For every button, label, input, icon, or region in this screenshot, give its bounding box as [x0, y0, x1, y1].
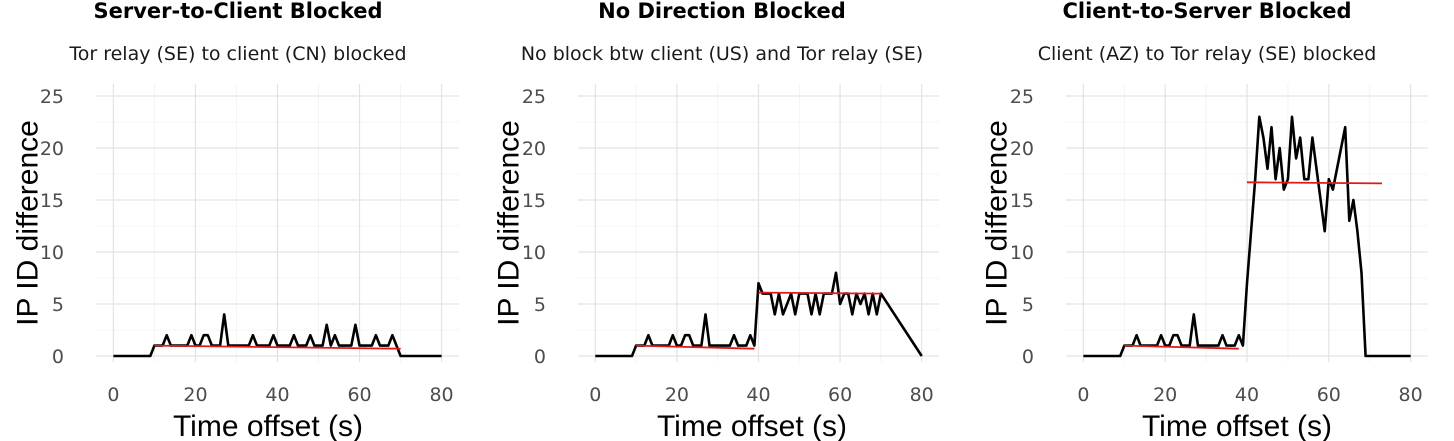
y-tick-label: 5: [1022, 294, 1034, 316]
panel-title: Server-to-Client Blocked: [93, 0, 382, 23]
mean-line: [1246, 181, 1383, 185]
x-axis-label: Time offset (s): [1142, 410, 1332, 441]
y-tick-label: 10: [522, 242, 546, 264]
y-tick-label: 20: [1010, 138, 1034, 160]
mean-line: [154, 344, 401, 350]
panel-subtitle: Client (AZ) to Tor relay (SE) blocked: [1038, 43, 1377, 65]
x-tick-label: 60: [828, 384, 852, 406]
mean-line: [758, 291, 881, 295]
y-tick-label: 0: [1022, 346, 1034, 368]
mean-line: [1124, 344, 1239, 350]
y-tick-label: 10: [40, 242, 64, 264]
y-tick-label: 15: [1010, 190, 1034, 212]
series-line: [595, 271, 923, 358]
y-tick-label: 25: [40, 86, 64, 108]
y-tick-label: 10: [1010, 242, 1034, 264]
panel-title: Client-to-Server Blocked: [1062, 0, 1351, 23]
series-line: [1083, 115, 1411, 358]
y-axis-label: IP ID difference: [981, 120, 1014, 326]
x-tick-label: 20: [665, 384, 689, 406]
x-tick-label: 0: [589, 384, 601, 406]
grid: [578, 84, 939, 362]
y-axis-label: IP ID difference: [493, 120, 526, 326]
series-line: [113, 313, 442, 358]
panel-subtitle: No block btw client (US) and Tor relay (…: [521, 43, 923, 65]
y-tick-label: 20: [40, 138, 64, 160]
y-tick-label: 20: [522, 138, 546, 160]
y-tick-label: 15: [522, 190, 546, 212]
y-axis-label: IP ID difference: [12, 120, 45, 326]
y-tick-label: 5: [534, 294, 546, 316]
y-tick-label: 5: [52, 294, 64, 316]
y-tick-label: 0: [52, 346, 64, 368]
x-tick-label: 40: [1235, 384, 1259, 406]
x-tick-label: 80: [910, 384, 934, 406]
chart-panel-1: 0 5 10 15 20 25 0 20 40 60 80 Server-to-Client Bloc…: [12, 0, 459, 441]
x-tick-label: 80: [1399, 384, 1423, 406]
y-tick-label: 25: [522, 86, 546, 108]
x-tick-label: 60: [347, 384, 371, 406]
x-tick-label: 40: [265, 384, 289, 406]
x-tick-label: 60: [1317, 384, 1341, 406]
y-tick-label: 0: [534, 346, 546, 368]
panel-subtitle: Tor relay (SE) to client (CN) blocked: [68, 43, 406, 65]
x-tick-label: 0: [107, 384, 119, 406]
mean-line: [636, 344, 755, 350]
grid: [96, 84, 459, 362]
x-axis-label: Time offset (s): [657, 410, 847, 441]
y-tick-label: 15: [40, 190, 64, 212]
chart-panel-3: 0 5 10 15 20 25 0 20 40 60 80 Client-to-Server Bloc…: [981, 0, 1428, 441]
grid: [1066, 84, 1428, 362]
panel-title: No Direction Blocked: [598, 0, 846, 23]
chart-panel-2: 0 5 10 15 20 25 0 20 40 60 80 No Direction Blocked N…: [493, 0, 939, 441]
x-axis-label: Time offset (s): [173, 410, 363, 441]
y-tick-label: 25: [1010, 86, 1034, 108]
x-tick-label: 40: [746, 384, 770, 406]
x-tick-label: 80: [429, 384, 453, 406]
x-tick-label: 20: [1153, 384, 1177, 406]
x-tick-label: 20: [183, 384, 207, 406]
x-tick-label: 0: [1077, 384, 1089, 406]
